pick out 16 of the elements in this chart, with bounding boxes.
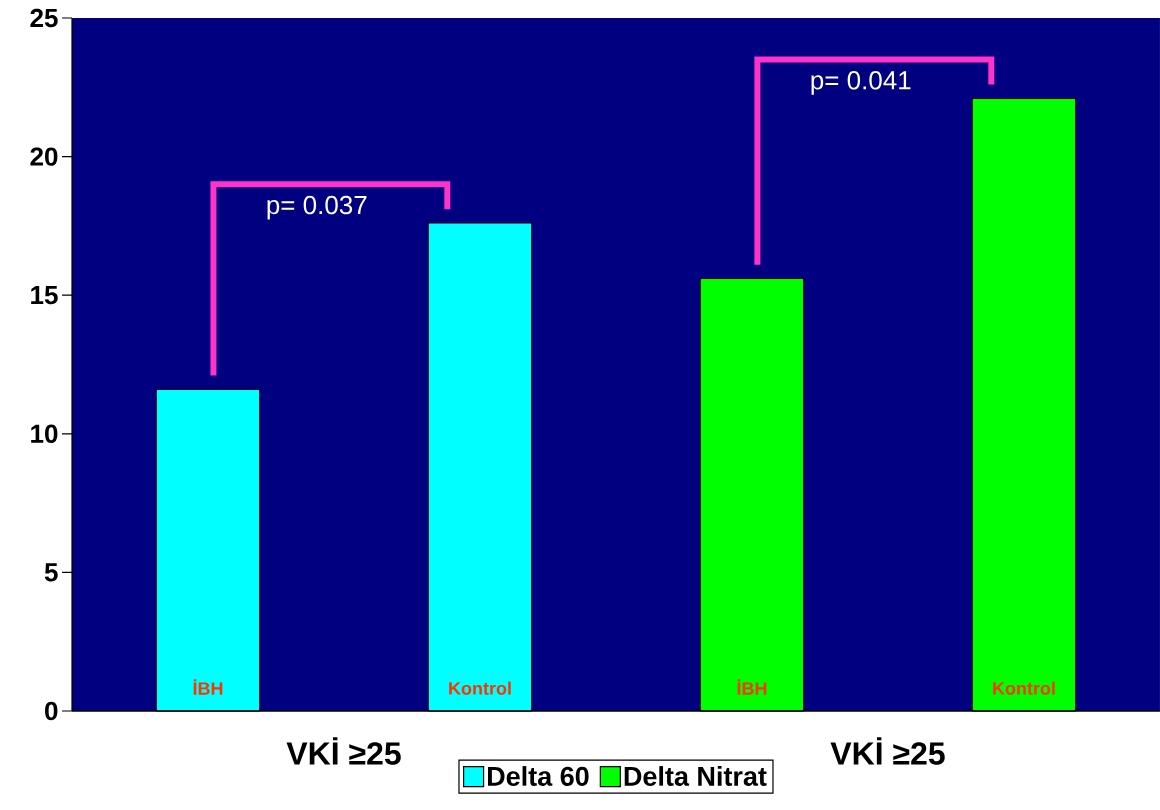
text: VKİ ≥25 [830, 737, 945, 765]
x-tick-label: Kontrol [449, 681, 511, 695]
y-tick-label: 10 [31, 424, 58, 443]
y-tick-label: 5 [44, 563, 58, 582]
annotation: p= 0.041 [811, 71, 911, 95]
x-tick-label: İBH [737, 679, 767, 695]
y-tick-label: 15 [31, 286, 58, 305]
annotation: p= 0.037 [267, 195, 367, 220]
text: VKİ ≥25 [286, 737, 401, 765]
legend-label: Delta 60 [487, 766, 589, 786]
x-tick-label: Kontrol [993, 681, 1055, 695]
y-tick-label: 0 [45, 701, 58, 721]
y-tick-label: 20 [30, 147, 58, 166]
legend-label: Delta Nitrat [624, 766, 767, 786]
x-tick-label: İBH [193, 679, 223, 695]
y-tick-label: 25 [30, 8, 58, 28]
